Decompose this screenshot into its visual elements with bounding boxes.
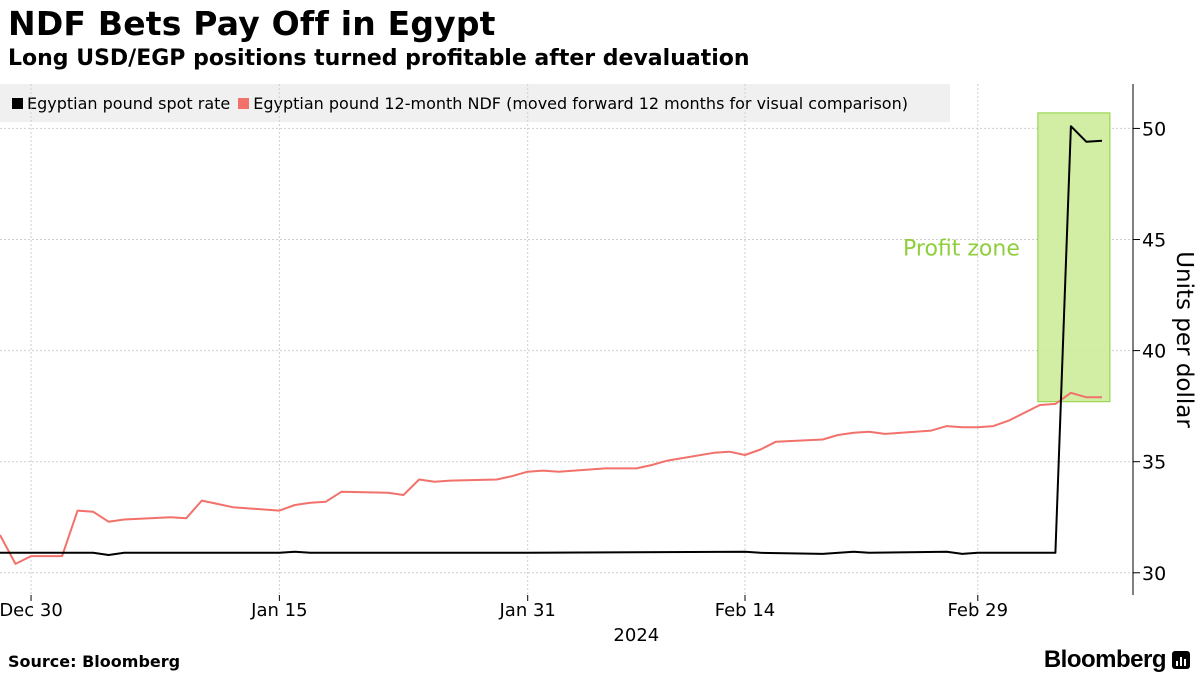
- chart-legend: Egyptian pound spot rate Egyptian pound …: [0, 84, 950, 122]
- x-tick-label: Jan 31: [499, 600, 556, 621]
- y-tick-label: 45: [1142, 230, 1166, 252]
- legend-label-spot: Egyptian pound spot rate: [27, 93, 231, 113]
- brand-name: Bloomberg: [1043, 646, 1167, 673]
- bloomberg-terminal-icon: [1172, 651, 1190, 669]
- x-tick-label: Feb 29: [948, 600, 1009, 621]
- profit-zone-box: [1037, 112, 1111, 403]
- chart-subtitle: Long USD/EGP positions turned profitable…: [8, 46, 750, 71]
- chart-title: NDF Bets Pay Off in Egypt: [8, 4, 496, 43]
- y-tick-label: 30: [1142, 563, 1166, 585]
- y-axis-label: Units per dollar: [1171, 251, 1197, 428]
- source-note: Source: Bloomberg: [8, 652, 181, 671]
- series-line-spot: [0, 125, 1103, 556]
- brand-logo: Bloomberg: [1044, 646, 1190, 674]
- x-tick-label: Jan 15: [250, 600, 307, 621]
- legend-item-spot: Egyptian pound spot rate: [12, 94, 230, 113]
- y-tick-label: 35: [1142, 452, 1166, 474]
- x-tick-label: Feb 14: [715, 600, 776, 621]
- profit-zone-label: Profit zone: [903, 236, 1020, 261]
- legend-item-ndf: Egyptian pound 12-month NDF (moved forwa…: [238, 94, 908, 113]
- legend-label-ndf: Egyptian pound 12-month NDF (moved forwa…: [253, 93, 908, 113]
- year-label: 2024: [613, 625, 659, 646]
- x-tick-label: Dec 30: [0, 600, 63, 621]
- y-tick-label: 50: [1142, 118, 1166, 140]
- series-line-ndf: [0, 391, 1102, 565]
- legend-swatch-spot: [12, 97, 23, 109]
- y-tick-label: 40: [1142, 341, 1166, 363]
- legend-swatch-ndf: [238, 97, 250, 109]
